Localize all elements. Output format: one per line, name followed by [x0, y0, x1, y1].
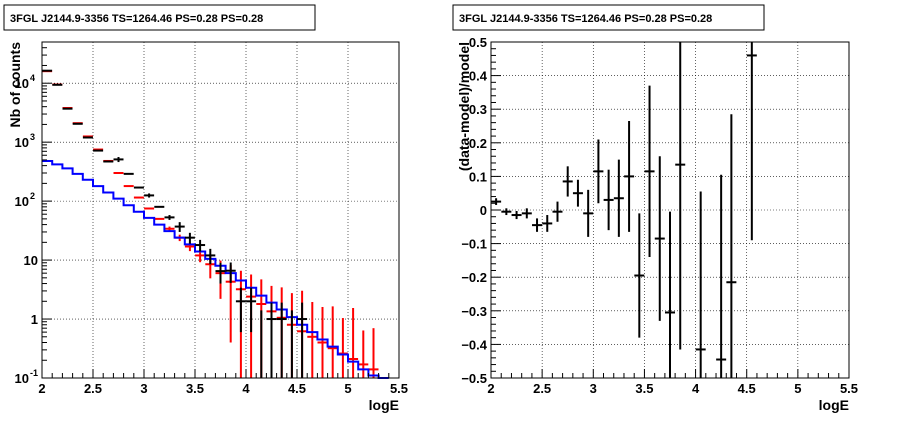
right-title: 3FGL J2144.9-3356 TS=1264.46 PS=0.28 PS=…: [459, 13, 712, 25]
left-x-tick-label: 4: [242, 381, 250, 396]
residuals-panel: 3FGL J2144.9-3356 TS=1264.46 PS=0.28 PS=…: [452, 4, 858, 413]
right-y-tick-label: 0.3: [469, 102, 487, 117]
right-y-tick-label: −0.4: [461, 337, 487, 352]
right-x-tick-label: 2.5: [533, 381, 551, 396]
left-y-tick-label: 10: [15, 76, 29, 91]
left-title: 3FGL J2144.9-3356 TS=1264.46 PS=0.28 PS=…: [10, 13, 263, 25]
right-y-tick-label: 0.5: [469, 35, 487, 50]
right-title-box: [452, 4, 765, 31]
left-data: [42, 69, 389, 379]
right-x-tick-label: 3.5: [635, 381, 653, 396]
right-y-tick-label: −0.5: [461, 371, 487, 386]
right-y-tick-label: −0.3: [461, 304, 487, 319]
right-y-axis-label: (data-model)/model: [456, 42, 472, 171]
left-x-tick-label: 3: [140, 381, 147, 396]
left-y-tick-exponent: 3: [30, 132, 35, 142]
left-plot-frame: [41, 41, 400, 379]
right-data: [491, 42, 757, 378]
model-step-line: [42, 159, 389, 379]
left-y-tick-exponent: -1: [30, 368, 38, 378]
right-y-tick-label: 0.4: [469, 69, 488, 84]
counts-spectrum-panel: 3FGL J2144.9-3356 TS=1264.46 PS=0.28 PS=…: [3, 4, 408, 413]
right-x-tick-label: 5: [794, 381, 801, 396]
left-x-tick-label: 3.5: [186, 381, 204, 396]
left-x-tick-label: 2.5: [84, 381, 102, 396]
right-x-axis-label: logE: [819, 397, 849, 413]
left-x-tick-label: 5.5: [390, 381, 408, 396]
right-y-tick-label: 0.2: [469, 136, 487, 151]
right-x-tick-label: 2: [487, 381, 494, 396]
right-y-tick-label: 0.1: [469, 169, 487, 184]
right-y-tick-label: −0.1: [461, 237, 487, 252]
left-x-axis-label: logE: [369, 397, 399, 413]
left-x-tick-label: 4.5: [288, 381, 306, 396]
right-y-tick-label: −0.2: [461, 270, 487, 285]
left-y-tick-exponent: 2: [30, 191, 35, 201]
right-grid: [491, 42, 849, 378]
right-x-tick-label: 4.5: [738, 381, 756, 396]
left-y-tick-label: 1: [31, 312, 38, 327]
right-axis-ticks: 2 2.5 3 3.5 4 4.5 5 5.5 −0.5 −0.4 −0.3 −0.2 −0.1 0 0.1…: [461, 35, 858, 396]
right-x-tick-label: 5.5: [840, 381, 858, 396]
right-y-tick-label: 0: [480, 203, 487, 218]
right-x-tick-label: 3: [590, 381, 597, 396]
left-y-tick-exponent: 4: [30, 73, 35, 83]
left-y-tick-label: 10: [15, 135, 29, 150]
left-title-box: [3, 4, 316, 31]
right-x-tick-label: 4: [692, 381, 700, 396]
left-grid: [42, 42, 399, 378]
left-y-axis-label: Nb of counts: [7, 42, 23, 128]
left-x-tick-label: 5: [344, 381, 351, 396]
left-y-tick-label: 10: [15, 194, 29, 209]
left-y-tick-label: 10: [24, 253, 38, 268]
left-x-tick-label: 2: [38, 381, 45, 396]
left-y-tick-label: 10: [15, 371, 29, 386]
